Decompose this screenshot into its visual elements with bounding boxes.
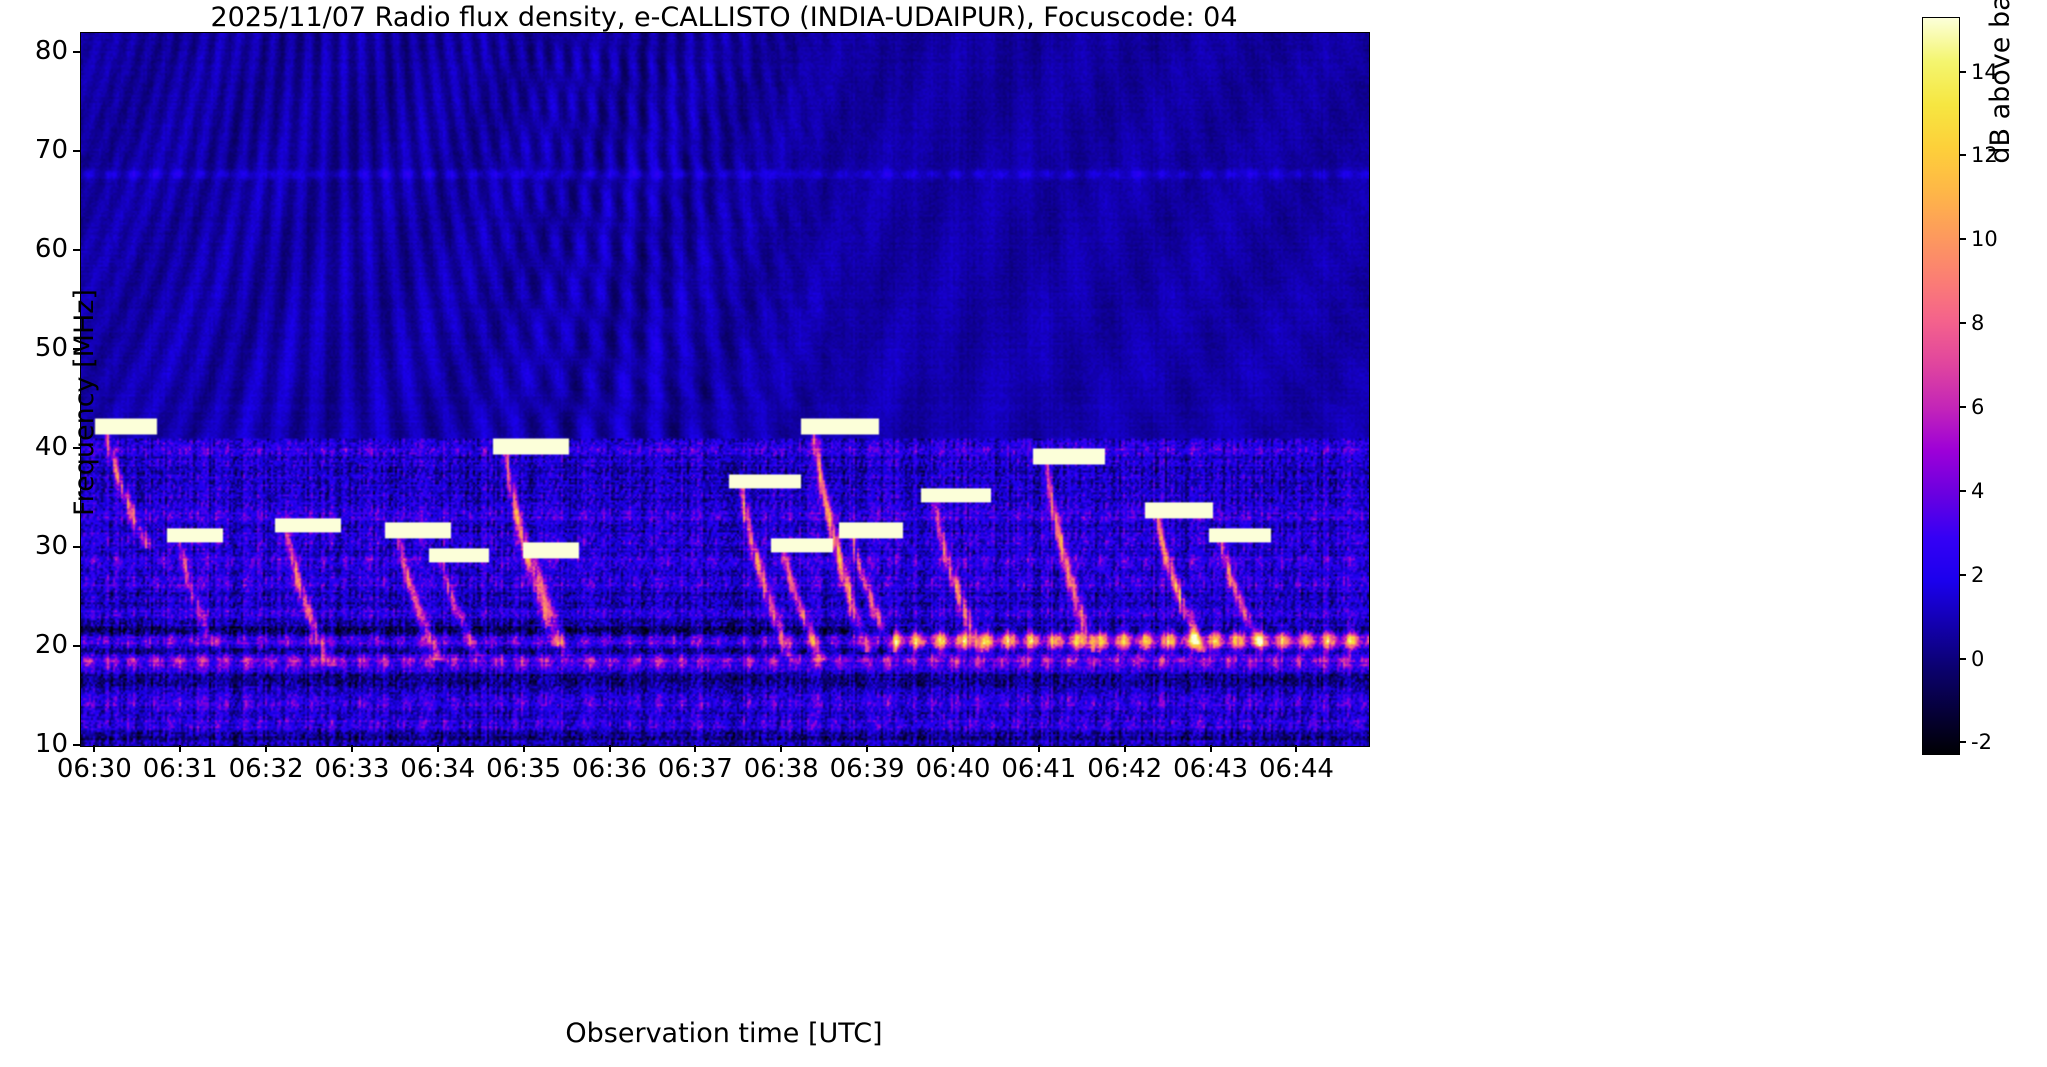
x-tick-label: 06:31 (142, 754, 218, 784)
x-tick-mark (1209, 745, 1212, 752)
colorbar: -2 0 2 4 6 8 10 12 14 (1922, 17, 1998, 755)
x-tick-mark (436, 745, 439, 752)
y-tick-mark (73, 744, 80, 746)
x-tick-mark (179, 745, 182, 752)
x-tick-mark (1037, 745, 1040, 752)
x-tick-label: 06:41 (1001, 754, 1077, 784)
spectrogram-axes (80, 32, 1370, 747)
x-tick-mark (694, 745, 697, 752)
x-tick-label: 06:39 (829, 754, 905, 784)
x-axis-ticks: 06:30 06:31 06:32 06:33 06:34 06:35 06:36 06:37… (57, 745, 1368, 805)
y-axis-label: Frequency [MHz] (69, 289, 100, 516)
y-tick-label: 50 (34, 332, 68, 363)
x-axis-label: Observation time [UTC] (565, 1018, 883, 1049)
x-tick-label: 06:43 (1173, 754, 1249, 784)
y-tick-mark (73, 545, 80, 548)
colorbar-tick-mark (1959, 154, 1966, 157)
colorbar-tick-label: 4 (1971, 478, 1985, 503)
x-tick-mark (1295, 745, 1298, 752)
colorbar-tick-label: -2 (1971, 730, 1992, 755)
x-tick-label: 06:38 (743, 754, 819, 784)
colorbar-ticks: -2 0 2 4 6 8 10 12 14 (1959, 17, 2047, 755)
x-tick-mark (1123, 745, 1126, 752)
colorbar-tick-mark (1959, 489, 1966, 492)
y-tick-label: 40 (34, 431, 68, 462)
spectrogram-image (81, 33, 1369, 746)
colorbar-tick-mark (1959, 405, 1966, 408)
x-tick-label: 06:37 (657, 754, 733, 784)
x-tick-mark (951, 745, 954, 752)
y-tick-mark (73, 50, 80, 53)
x-tick-mark (866, 745, 869, 752)
colorbar-tick-label: 2 (1971, 562, 1985, 587)
colorbar-tick-label: 0 (1971, 646, 1985, 671)
page-title: 2025/11/07 Radio flux density, e-CALLIST… (210, 2, 1238, 33)
y-tick-mark (73, 446, 80, 449)
colorbar-tick-mark (1959, 573, 1966, 576)
x-tick-label: 06:34 (400, 754, 476, 784)
colorbar-tick-mark (1959, 657, 1966, 660)
x-tick-label: 06:30 (56, 754, 132, 784)
x-tick-mark (522, 745, 525, 752)
y-tick-mark (73, 644, 80, 647)
x-tick-label: 06:36 (572, 754, 647, 784)
x-tick-mark (265, 745, 268, 752)
y-tick-label: 20 (34, 629, 68, 660)
x-tick-mark (93, 745, 96, 752)
y-tick-label: 60 (34, 233, 68, 264)
colorbar-tick-label: 12 (1971, 143, 1998, 168)
colorbar-tick-mark (1959, 70, 1966, 73)
colorbar-gradient (1922, 17, 1960, 755)
colorbar-tick-label: 14 (1971, 59, 1998, 84)
x-tick-label: 06:40 (915, 754, 991, 784)
x-tick-label: 06:32 (228, 754, 304, 784)
y-tick-label: 80 (34, 35, 68, 66)
y-tick-label: 30 (34, 530, 68, 561)
y-tick-label: 10 (34, 729, 68, 759)
y-tick-mark (73, 347, 80, 350)
x-tick-label: 06:33 (314, 754, 390, 784)
x-tick-mark (780, 745, 783, 752)
colorbar-tick-mark (1959, 238, 1966, 241)
y-tick-mark (73, 149, 80, 152)
x-tick-label: 06:35 (486, 754, 562, 784)
colorbar-label: dB above background (1985, 0, 2016, 164)
x-tick-mark (608, 745, 611, 752)
colorbar-tick-label: 8 (1971, 311, 1985, 336)
x-tick-mark (350, 745, 353, 752)
colorbar-tick-mark (1959, 322, 1966, 325)
colorbar-tick-label: 10 (1971, 227, 1998, 252)
colorbar-tick-label: 6 (1971, 394, 1985, 419)
y-tick-mark (73, 248, 80, 251)
x-tick-label: 06:42 (1087, 754, 1163, 784)
y-tick-label: 70 (34, 134, 68, 165)
colorbar-tick-mark (1959, 741, 1966, 744)
y-axis-ticks: 80 70 60 50 40 30 20 10 (0, 32, 80, 759)
x-tick-label: 06:44 (1258, 754, 1334, 784)
